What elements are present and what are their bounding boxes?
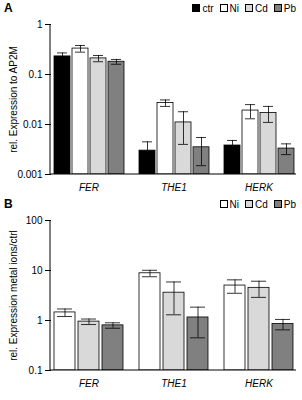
svg-text:1: 1 <box>37 19 43 30</box>
svg-text:0.01: 0.01 <box>23 119 43 130</box>
svg-text:1: 1 <box>37 315 43 326</box>
html-text:Ni: Ni <box>229 198 239 210</box>
svg-text:10: 10 <box>31 265 43 276</box>
svg-text:0.1: 0.1 <box>29 365 43 376</box>
svg-text:HERK: HERK <box>245 378 274 389</box>
html-text:Cd: Cd <box>255 198 268 210</box>
html-text:Cd: Cd <box>255 2 268 14</box>
svg-text:HERK: HERK <box>245 182 274 193</box>
html-text:ctr: ctr <box>202 2 214 14</box>
svg-text:rel. Expression to AP2M: rel. Expression to AP2M <box>8 46 19 153</box>
html-text:Pb: Pb <box>283 198 296 210</box>
svg-text:rel. Expression metal ions/ctr: rel. Expression metal ions/ctrl <box>8 230 19 361</box>
html-text:Pb: Pb <box>283 2 296 14</box>
svg-text:0.001: 0.001 <box>17 169 42 180</box>
svg-text:FER: FER <box>79 182 99 193</box>
html-text:Ni: Ni <box>229 2 239 14</box>
svg-text:FER: FER <box>79 378 99 389</box>
html-text:A: A <box>4 1 13 15</box>
svg-text:0.1: 0.1 <box>29 69 43 80</box>
svg-text:THE1: THE1 <box>161 378 187 389</box>
html-text:B: B <box>4 197 13 211</box>
svg-text:100: 100 <box>26 215 43 226</box>
svg-text:THE1: THE1 <box>161 182 187 193</box>
